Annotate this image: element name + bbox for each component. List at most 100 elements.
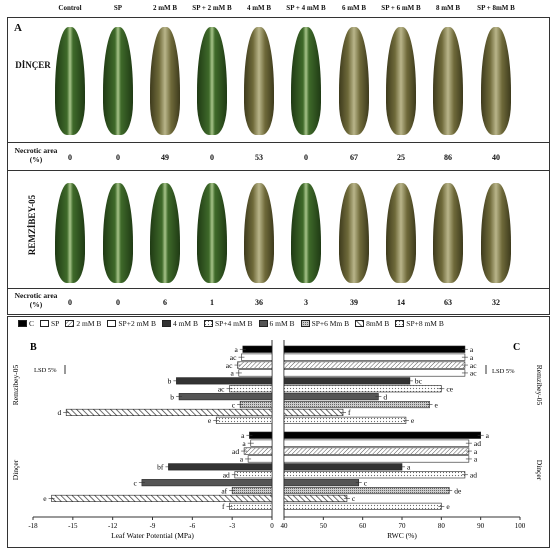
bar-letter: ac xyxy=(470,361,477,370)
bar-letter: ac xyxy=(470,369,477,378)
legend-item: SP+6 Mm B xyxy=(300,319,349,328)
bar xyxy=(176,377,273,385)
legend-label: 6 mM B xyxy=(269,319,295,328)
lsd-label-c: LSD 5% xyxy=(492,368,515,375)
legend-label: 4 mM B xyxy=(172,319,198,328)
panel-b-label: B xyxy=(30,342,37,353)
bar-letter: a xyxy=(407,463,411,472)
tick-label: -12 xyxy=(108,522,118,530)
bar-letter: ac xyxy=(218,385,225,394)
group-label-top-c: Remzibey-05 xyxy=(535,365,544,406)
bar xyxy=(168,463,273,471)
divider xyxy=(7,288,550,289)
necrotic-value: 67 xyxy=(350,153,358,162)
bar xyxy=(283,361,466,369)
leaf-photo xyxy=(291,183,321,283)
leaf-photo xyxy=(55,27,85,135)
legend-swatch xyxy=(300,320,310,327)
necrotic-value: 53 xyxy=(255,153,263,162)
necrotic-value: 0 xyxy=(210,153,214,162)
chart-b: -18 -15 -12 -9 -6 -3 0 Leaf Water Potential (MP… xyxy=(11,340,274,540)
bar-letter: bc xyxy=(415,377,423,386)
bar xyxy=(283,385,442,393)
leaf-photo xyxy=(55,183,85,283)
bar xyxy=(231,487,273,495)
bar-letter: e xyxy=(446,502,450,511)
bar xyxy=(283,393,379,401)
bar xyxy=(283,401,430,409)
legend-item: 4 mM B xyxy=(161,319,198,328)
legend-item: 8mM B xyxy=(355,319,389,328)
bar xyxy=(283,408,344,416)
row-label-dincer: DİNÇER xyxy=(15,60,51,70)
tick-label: 80 xyxy=(438,522,446,530)
leaf-photo xyxy=(433,183,463,283)
bar xyxy=(283,345,466,353)
bar xyxy=(283,471,466,479)
legend-swatch xyxy=(161,320,171,327)
leaf-photo xyxy=(291,27,321,135)
bar-letter: a xyxy=(241,431,245,440)
lsd-label-b: LSD 5% xyxy=(34,367,57,374)
bar-letter: a xyxy=(230,369,234,378)
bar-letter: ad xyxy=(232,447,239,456)
column-header: SP xyxy=(113,4,123,12)
bar-letter: a xyxy=(470,345,474,354)
bar-letter: de xyxy=(454,486,462,495)
necrotic-value: 39 xyxy=(350,298,358,307)
leaf-photo xyxy=(433,27,463,135)
bar-letter: e xyxy=(411,416,415,425)
bar xyxy=(243,447,273,455)
bar-letter: ad xyxy=(470,471,477,480)
bar-letter: a xyxy=(242,439,246,448)
necrotic-value: 32 xyxy=(492,298,500,307)
column-header: 4 mM B xyxy=(246,4,272,12)
bar xyxy=(241,353,273,361)
column-header: SP + 8mM B xyxy=(477,4,515,12)
bar-letter: af xyxy=(221,486,227,495)
leaf-photo xyxy=(339,27,369,135)
leaf-photo xyxy=(386,183,416,283)
bar xyxy=(229,385,273,393)
x-axis-label: RWC (%) xyxy=(387,531,417,540)
necrotic-value: 0 xyxy=(68,153,72,162)
tick-label: 60 xyxy=(359,522,367,530)
bar xyxy=(283,377,411,385)
necrotic-value: 14 xyxy=(397,298,405,307)
column-header: SP + 4 mM B xyxy=(286,4,326,12)
tick-label: -6 xyxy=(189,522,195,530)
bar xyxy=(283,502,442,510)
necrotic-label-2: Necrotic area (%) xyxy=(14,291,58,309)
tick-label: 100 xyxy=(515,522,526,530)
bar-letter: d xyxy=(57,408,61,417)
legend-label: C xyxy=(29,319,35,328)
necrotic-value: 49 xyxy=(161,153,169,162)
x-axis-label: Leaf Water Potential (MPa) xyxy=(111,531,194,540)
bar-letter: a xyxy=(240,455,244,464)
legend-label: 2 mM B xyxy=(76,319,102,328)
bar xyxy=(283,416,407,424)
bar xyxy=(239,401,273,409)
tick-label: 0 xyxy=(270,522,274,530)
legend-swatch xyxy=(18,320,27,327)
bar-letter: a xyxy=(470,353,474,362)
bar-letter: bf xyxy=(157,463,164,472)
leaf-photo xyxy=(386,27,416,135)
tick-label: 70 xyxy=(399,522,407,530)
leaf-photo xyxy=(103,27,133,135)
legend-swatch xyxy=(107,320,117,327)
legend-item: SP+2 mM B xyxy=(107,319,156,328)
legend-item: SP xyxy=(40,319,59,328)
leaf-photo xyxy=(481,183,511,283)
legend: C SP 2 mM B SP+2 mM B 4 mM B SP+4 mM B 6… xyxy=(18,319,444,328)
bar xyxy=(234,471,273,479)
legend-swatch xyxy=(65,320,75,327)
divider xyxy=(7,170,550,171)
bar-letter: ce xyxy=(446,385,453,394)
tick-label: 90 xyxy=(477,522,485,530)
bar-letter: ac xyxy=(226,361,233,370)
necrotic-value: 63 xyxy=(444,298,452,307)
bar-letter: e xyxy=(435,400,439,409)
bar xyxy=(229,502,273,510)
